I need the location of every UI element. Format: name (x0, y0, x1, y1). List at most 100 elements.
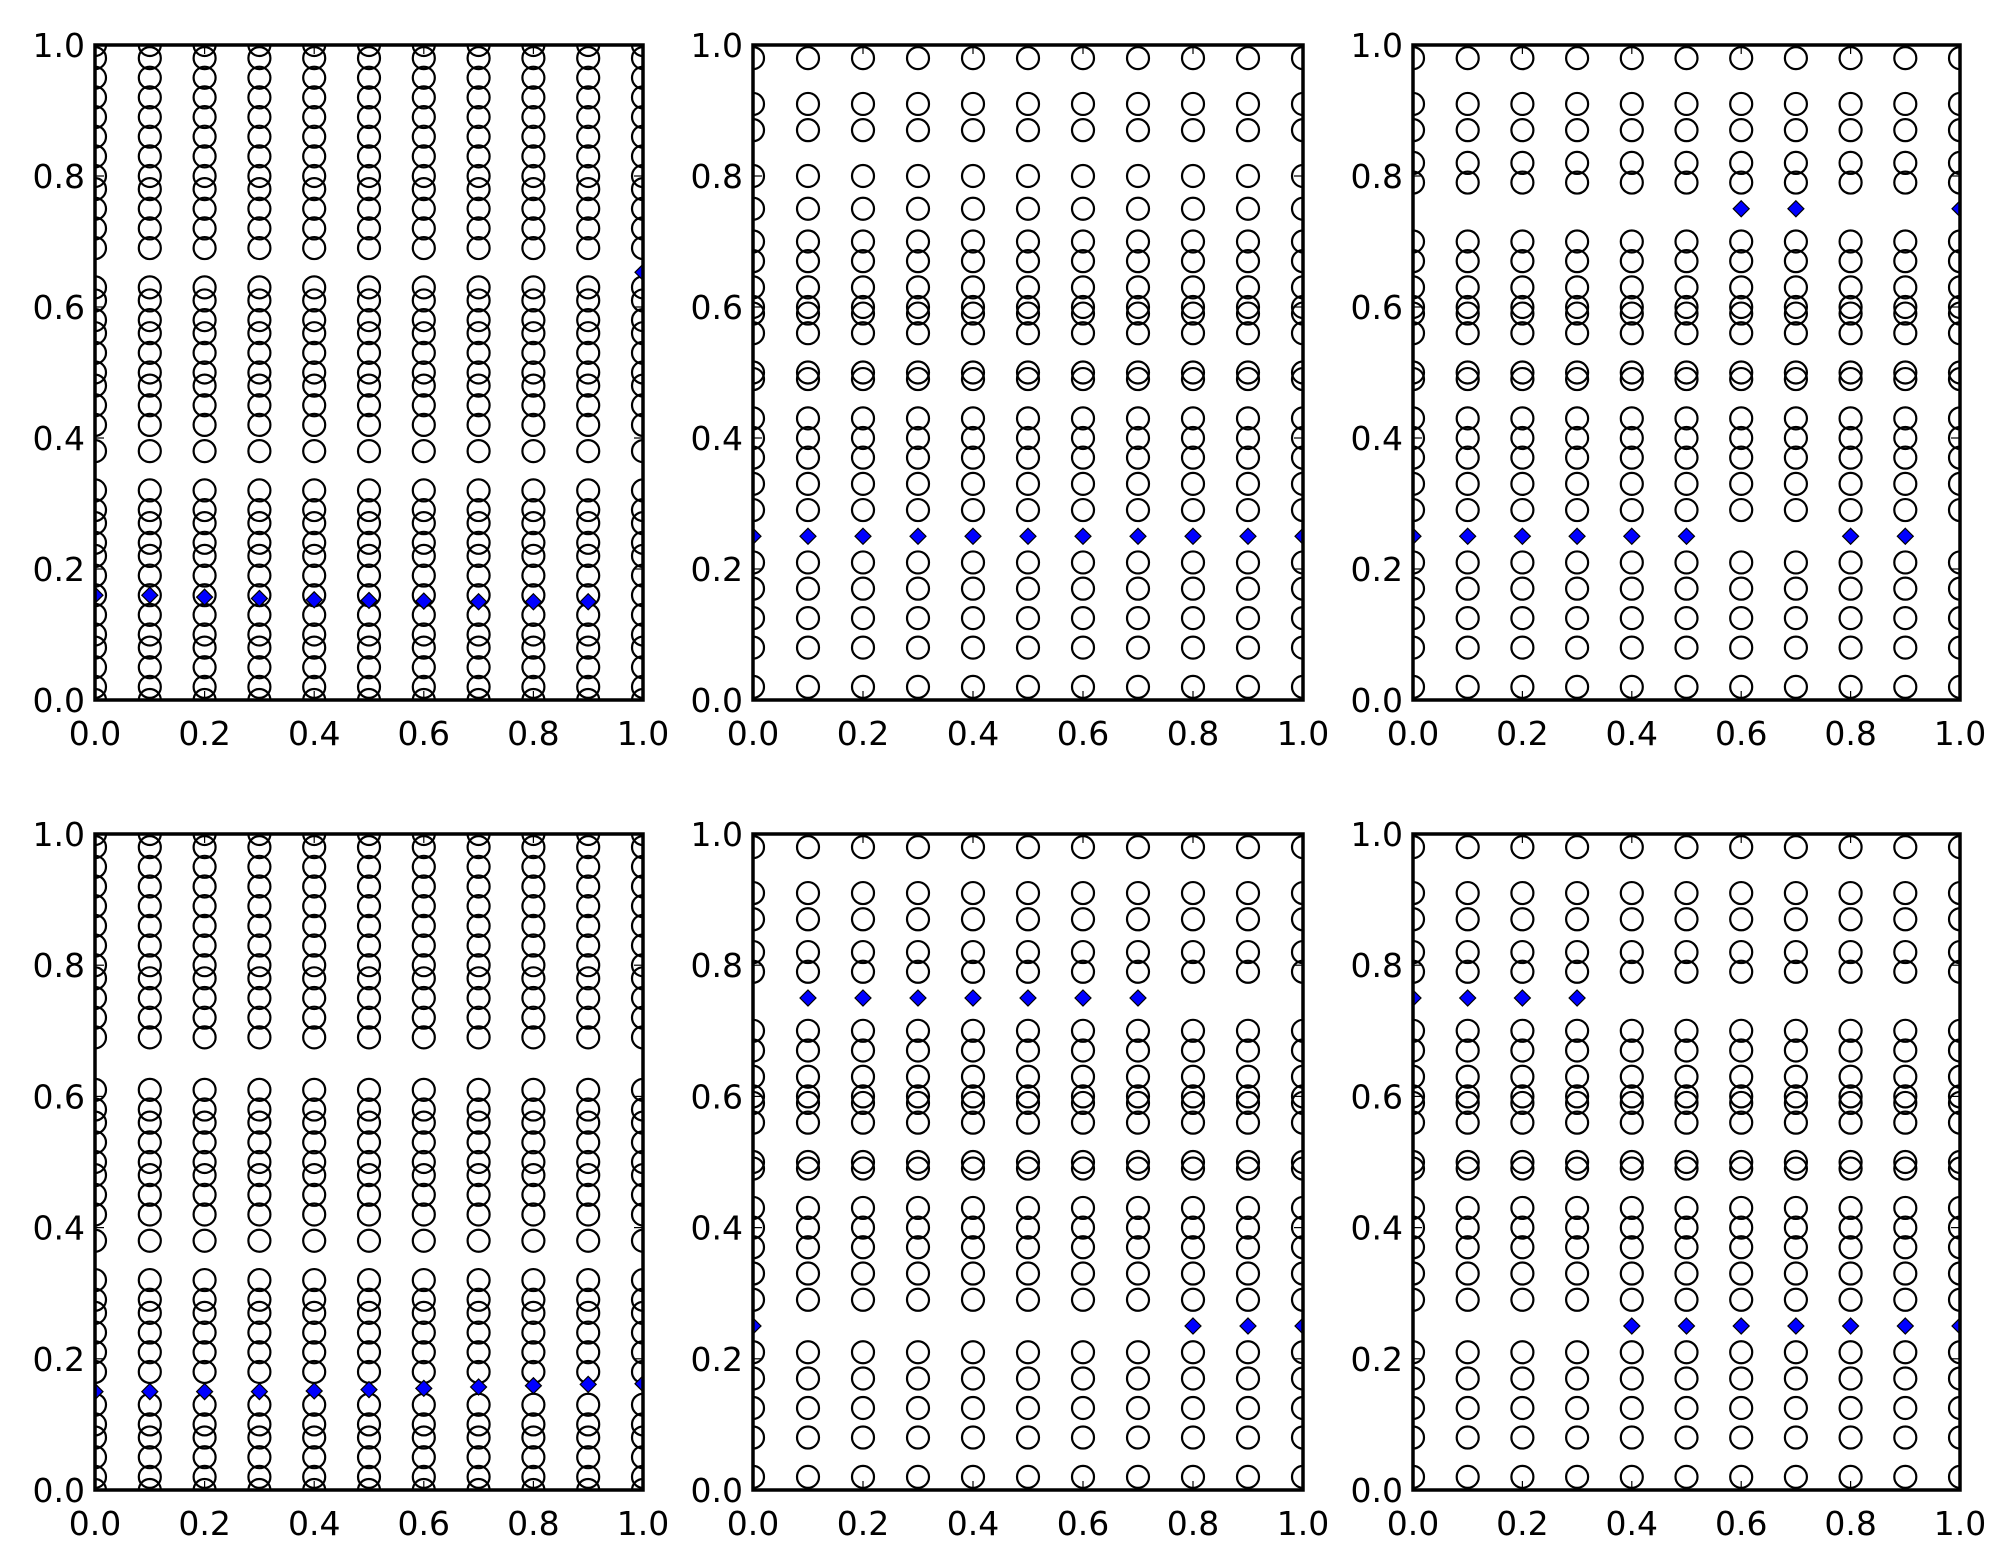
circle-point (521, 687, 546, 700)
circle-point (1510, 1425, 1535, 1450)
circle-point (1674, 445, 1699, 470)
diamond-point (1074, 527, 1092, 546)
circle-point (1180, 1261, 1206, 1286)
circle-point (1674, 1261, 1699, 1286)
circle-point (302, 985, 327, 1011)
circle-point (521, 874, 546, 899)
diamond-point (1951, 1317, 1960, 1335)
circle-point (576, 1149, 601, 1175)
circle-point (1838, 249, 1863, 274)
circle-point (905, 1395, 931, 1421)
circle-point (1838, 1261, 1863, 1286)
circle-point (247, 235, 272, 261)
circle-point (302, 308, 327, 333)
circle-point (1783, 275, 1809, 300)
circle-point (1125, 1425, 1151, 1450)
circle-point (192, 854, 217, 879)
circle-point (1564, 1084, 1590, 1109)
circle-point (1125, 229, 1151, 254)
diamond-point (634, 263, 643, 282)
circle-point (795, 635, 821, 660)
circle-point (411, 622, 436, 647)
circle-point (576, 1202, 601, 1227)
circle-point (356, 308, 382, 333)
circle-point (1455, 360, 1480, 385)
circle-point (356, 1149, 382, 1175)
axes-frame (1411, 832, 1962, 1492)
circle-point (1729, 606, 1754, 631)
circle-point (850, 576, 876, 601)
circle-point (1015, 880, 1041, 906)
circle-point (192, 687, 217, 700)
circle-point (1180, 360, 1206, 385)
circle-point (576, 635, 601, 660)
circle-point (1455, 674, 1480, 700)
circle-point (630, 622, 643, 647)
circle-point (905, 835, 931, 860)
circle-point (466, 235, 491, 261)
circle-point (1015, 366, 1041, 392)
circle-point (1947, 1395, 1960, 1421)
circle-point (576, 1477, 601, 1490)
circle-point (905, 1110, 931, 1135)
circle-point (1180, 294, 1206, 320)
diamond-point (1239, 527, 1257, 546)
circle-point (1413, 497, 1426, 523)
circle-point (630, 635, 643, 660)
circle-point (1413, 1261, 1426, 1286)
circle-point (1783, 1018, 1809, 1043)
y-tick-label: 0.0 (1351, 681, 1403, 720)
circle-point (960, 118, 986, 143)
circle-point (137, 45, 162, 71)
x-tick-label: 1.0 (617, 1504, 669, 1543)
circle-point (576, 894, 601, 919)
circle-point (466, 65, 491, 90)
circle-point (192, 65, 217, 90)
circle-point (137, 196, 162, 221)
circle-point (960, 425, 986, 451)
circle-point (1947, 1235, 1960, 1260)
circle-point (137, 622, 162, 647)
diamond-point (1184, 1317, 1202, 1335)
circle-point (1015, 1090, 1041, 1116)
circle-point (192, 497, 217, 523)
circle-point (247, 1445, 272, 1470)
circle-point (302, 235, 327, 261)
circle-point (753, 1156, 766, 1181)
x-tick-label: 0.8 (1824, 1504, 1876, 1543)
circle-point (1125, 118, 1151, 143)
y-tick-label: 0.0 (691, 1471, 743, 1510)
circle-point (356, 563, 382, 588)
circle-point (356, 45, 382, 71)
circle-point (1893, 1149, 1918, 1175)
circle-point (1674, 1340, 1699, 1365)
circle-point (1235, 1018, 1261, 1043)
circle-point (247, 216, 272, 241)
circle-point (630, 511, 643, 536)
circle-point (137, 1425, 162, 1450)
circle-point (137, 288, 162, 313)
circle-point (356, 913, 382, 938)
circle-point (247, 1149, 272, 1175)
x-tick-label: 0.4 (288, 1504, 340, 1543)
circle-point (1674, 550, 1699, 575)
circle-point (1674, 91, 1699, 117)
circle-point (1290, 1064, 1303, 1089)
circle-point (1619, 425, 1644, 451)
circle-point (95, 321, 108, 346)
y-tick-label: 1.0 (691, 26, 743, 65)
circle-point (1413, 229, 1426, 254)
circle-point (1674, 1195, 1699, 1221)
circle-point (753, 1090, 766, 1116)
circle-point (1674, 1235, 1699, 1260)
circle-point (905, 321, 931, 346)
circle-point (521, 104, 546, 130)
panel-5: 0.0 0.2 0.4 0.6 0.8 1.00.00.20.40.60.81.0 (691, 815, 1330, 1543)
circle-point (302, 563, 327, 588)
circle-point (1070, 118, 1096, 143)
circle-point (630, 985, 643, 1011)
circle-point (1455, 471, 1480, 496)
circle-point (1235, 550, 1261, 575)
circle-point (850, 606, 876, 631)
circle-point (795, 1195, 821, 1221)
